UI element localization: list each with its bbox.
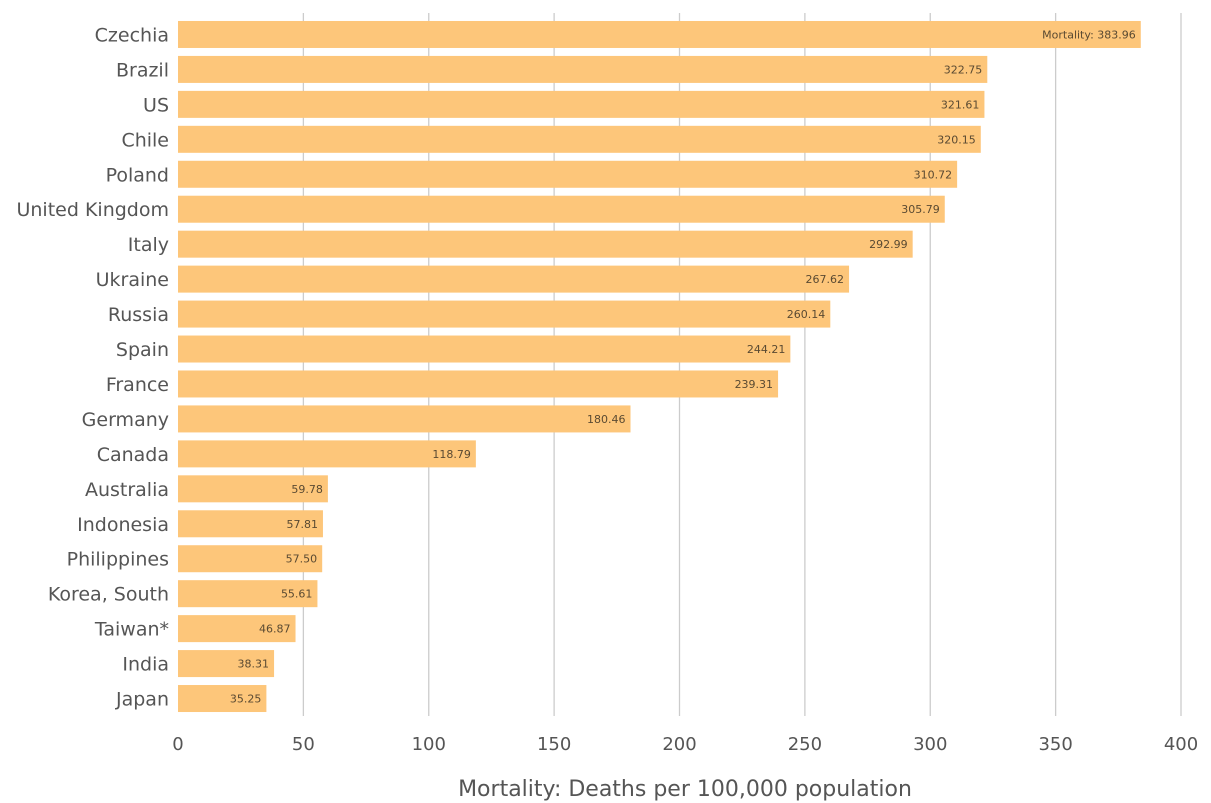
category-label: Japan [115, 689, 169, 711]
bar-value-label: 260.14 [787, 308, 826, 321]
bar-value-label: 55.61 [281, 588, 313, 601]
bar-value-label: 57.81 [286, 518, 318, 531]
bar [178, 300, 831, 328]
bar-value-label: 292.99 [869, 238, 908, 251]
category-label: Germany [82, 409, 169, 431]
bar-value-label: 322.75 [944, 63, 983, 76]
bar [178, 20, 1141, 48]
category-label: Spain [116, 339, 169, 361]
bar [178, 265, 850, 293]
bar-value-label: 118.79 [432, 448, 471, 461]
grid-lines [302, 13, 1182, 716]
bar-value-label: 35.25 [230, 693, 262, 706]
bars: Mortality: 383.96 322.75 321.61 320.15 310.7… [178, 20, 1141, 713]
bar [178, 650, 275, 678]
bar-value-label: 321.61 [941, 98, 980, 111]
x-tick-label: 300 [913, 734, 947, 755]
category-label: India [122, 654, 169, 676]
bar [178, 475, 328, 503]
category-label: Czechia [95, 24, 169, 46]
bar [178, 55, 988, 83]
x-tick-label: 50 [292, 734, 315, 755]
x-tick-label: 350 [1038, 734, 1072, 755]
bar [178, 510, 323, 538]
bar [178, 685, 267, 713]
category-label: Canada [97, 444, 169, 466]
bar [178, 160, 958, 188]
bar-value-label: 38.31 [238, 658, 270, 671]
category-label: Taiwan* [94, 619, 169, 641]
x-tick-label: 200 [662, 734, 696, 755]
bar-value-label: 59.78 [291, 483, 323, 496]
x-tick-label: 100 [412, 734, 446, 755]
bar-value-label: 310.72 [914, 168, 953, 181]
bar-value-label: 267.62 [806, 273, 845, 286]
bar [178, 125, 981, 153]
bar [178, 230, 913, 258]
category-label: US [143, 94, 169, 116]
bar-value-label: 57.50 [286, 553, 318, 566]
category-label: France [106, 374, 169, 396]
category-label: Australia [85, 479, 169, 501]
x-tick-label: 250 [788, 734, 822, 755]
category-label: Russia [108, 304, 169, 326]
category-label: Chile [121, 129, 169, 151]
bar [178, 545, 323, 573]
category-label: United Kingdom [16, 199, 169, 221]
bar [178, 195, 945, 223]
bar [178, 90, 985, 118]
bar [178, 405, 631, 433]
bar [178, 580, 318, 608]
category-label: Ukraine [96, 269, 169, 291]
bar [178, 615, 296, 643]
category-label: Philippines [67, 549, 169, 571]
bar-value-label: 180.46 [587, 413, 626, 426]
bar-value-label: 244.21 [747, 343, 786, 356]
bar-value-label: 239.31 [735, 378, 774, 391]
bar [178, 335, 791, 363]
x-tick-label: 150 [537, 734, 571, 755]
bar-value-label: 46.87 [259, 623, 291, 636]
category-label: Italy [128, 234, 169, 256]
category-labels: Czechia Brazil US Chile Poland United Kingdom… [16, 24, 169, 710]
x-tick-label: 400 [1164, 734, 1198, 755]
bar-value-label: Mortality: 383.96 [1042, 28, 1136, 41]
bar-value-label: 305.79 [901, 203, 940, 216]
category-label: Brazil [116, 59, 169, 81]
category-label: Korea, South [48, 584, 169, 606]
x-tick-labels: 0 50 100 150 200 250 300 350 400 [172, 734, 1198, 755]
x-tick-label: 0 [172, 734, 183, 755]
bar [178, 370, 779, 398]
category-label: Poland [106, 164, 169, 186]
bar [178, 440, 476, 468]
bar-value-label: 320.15 [937, 133, 976, 146]
category-label: Indonesia [77, 514, 169, 536]
x-axis-title: Mortality: Deaths per 100,000 population [458, 777, 912, 802]
